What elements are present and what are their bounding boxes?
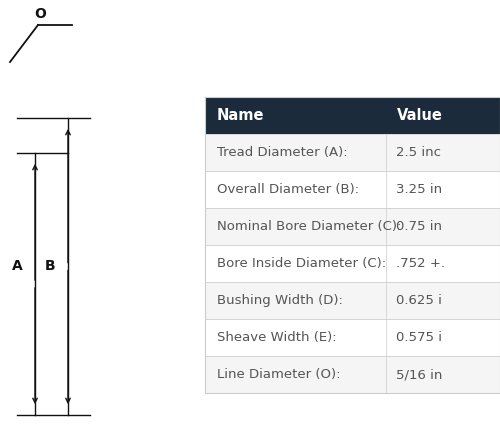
Text: A: A xyxy=(12,260,22,273)
Text: Value: Value xyxy=(396,108,442,123)
Text: Bushing Width (D):: Bushing Width (D): xyxy=(217,294,343,307)
Text: Name: Name xyxy=(217,108,264,123)
Text: Line Diameter (O):: Line Diameter (O): xyxy=(217,368,340,381)
Bar xyxy=(205,356,500,393)
Bar xyxy=(205,245,500,282)
Text: Nominal Bore Diameter (C):: Nominal Bore Diameter (C): xyxy=(217,220,402,233)
Text: Tread Diameter (A):: Tread Diameter (A): xyxy=(217,146,348,159)
Bar xyxy=(205,134,500,171)
Bar xyxy=(205,319,500,356)
Text: 0.625 i: 0.625 i xyxy=(396,294,442,307)
Bar xyxy=(205,171,500,208)
Bar xyxy=(205,282,500,319)
Text: 5/16 in: 5/16 in xyxy=(396,368,443,381)
Bar xyxy=(205,208,500,245)
Text: .752 +.: .752 +. xyxy=(396,257,446,270)
Text: Bore Inside Diameter (C):: Bore Inside Diameter (C): xyxy=(217,257,386,270)
Text: 0.575 i: 0.575 i xyxy=(396,331,442,344)
Text: Sheave Width (E):: Sheave Width (E): xyxy=(217,331,336,344)
Text: 3.25 in: 3.25 in xyxy=(396,183,442,196)
Text: Overall Diameter (B):: Overall Diameter (B): xyxy=(217,183,359,196)
Text: 2.5 inc: 2.5 inc xyxy=(396,146,442,159)
Bar xyxy=(205,97,500,134)
Text: B: B xyxy=(44,260,56,273)
Text: 0.75 in: 0.75 in xyxy=(396,220,442,233)
Text: O: O xyxy=(34,7,46,21)
